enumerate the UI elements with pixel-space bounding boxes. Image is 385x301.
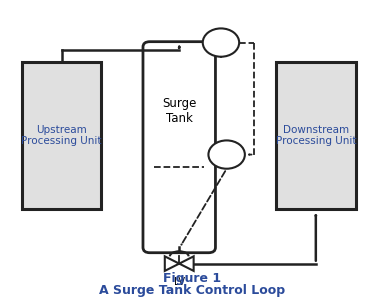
Text: LT: LT — [216, 38, 226, 48]
Polygon shape — [165, 256, 179, 271]
FancyBboxPatch shape — [143, 42, 216, 253]
Text: Upstream
Processing Unit: Upstream Processing Unit — [21, 125, 102, 146]
Text: Downstream
Processing Unit: Downstream Processing Unit — [276, 125, 356, 146]
Text: Figure 1: Figure 1 — [164, 272, 221, 285]
Text: A Surge Tank Control Loop: A Surge Tank Control Loop — [99, 284, 286, 297]
Polygon shape — [179, 256, 194, 271]
Circle shape — [203, 28, 239, 57]
Text: Surge
Tank: Surge Tank — [162, 97, 196, 125]
Circle shape — [208, 141, 245, 169]
FancyBboxPatch shape — [22, 62, 101, 209]
Text: LC: LC — [220, 150, 233, 160]
Text: LV: LV — [174, 277, 185, 287]
FancyBboxPatch shape — [276, 62, 356, 209]
